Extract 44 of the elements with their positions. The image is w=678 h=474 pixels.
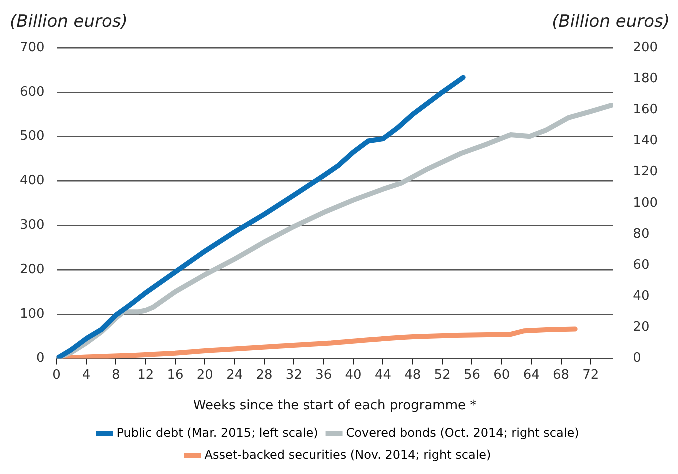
y2-tick-label: 60	[633, 258, 650, 273]
y-tick-label: 100	[20, 306, 45, 322]
x-tick-label: 56	[464, 368, 481, 383]
y2-tick-label: 140	[633, 134, 658, 149]
y-tick-label: 0	[36, 351, 45, 366]
x-tick-label: 8	[112, 368, 120, 383]
y2-tick-label: 100	[633, 196, 658, 211]
x-tick-label: 64	[523, 368, 540, 383]
x-tick-label: 4	[82, 368, 91, 383]
y-tick-label: 300	[20, 218, 45, 233]
x-tick-label: 68	[552, 368, 570, 383]
x-tick-label: 16	[167, 368, 184, 383]
y2-tick-label: 20	[633, 320, 650, 336]
x-tick-label: 0	[52, 368, 61, 383]
x-tick-label: 20	[196, 368, 214, 383]
legend-label: Public debt (Mar. 2015; left scale)	[116, 426, 318, 440]
y2-tick-label: 200	[633, 40, 658, 56]
y2-tick-label: 40	[633, 289, 650, 304]
y-tick-label: 600	[20, 84, 45, 100]
y2-tick-label: 160	[633, 102, 658, 118]
y-axis-title: (Billion euros)	[10, 12, 128, 32]
legend-label: Asset-backed securities (Nov. 2014; right scale)	[204, 448, 492, 462]
x-tick-label: 36	[316, 368, 332, 383]
legend-label: Covered bonds (Oct. 2014; right scale)	[346, 426, 580, 440]
y2-tick-label: 80	[633, 226, 650, 242]
y2-axis-title: (Billion euros)	[552, 12, 670, 32]
x-tick-label: 28	[256, 368, 273, 383]
y-tick-label: 700	[20, 40, 45, 56]
x-tick-label: 60	[494, 368, 510, 383]
y-tick-label: 200	[20, 262, 45, 278]
x-tick-label: 24	[226, 368, 244, 383]
y-tick-label: 500	[20, 129, 45, 144]
x-tick-label: 44	[374, 368, 392, 383]
y2-tick-label: 0	[633, 351, 642, 366]
x-tick-label: 12	[138, 368, 154, 383]
x-tick-label: 32	[286, 368, 302, 383]
x-tick-label: 48	[404, 368, 422, 383]
x-tick-label: 40	[345, 368, 362, 383]
x-tick-label: 52	[434, 368, 451, 383]
y-tick-label: 400	[20, 174, 45, 189]
x-tick-label: 72	[582, 368, 600, 383]
x-axis-title: Weeks since the start of each programme *	[193, 398, 478, 414]
y2-tick-label: 120	[633, 164, 658, 180]
y2-tick-label: 180	[633, 71, 658, 86]
